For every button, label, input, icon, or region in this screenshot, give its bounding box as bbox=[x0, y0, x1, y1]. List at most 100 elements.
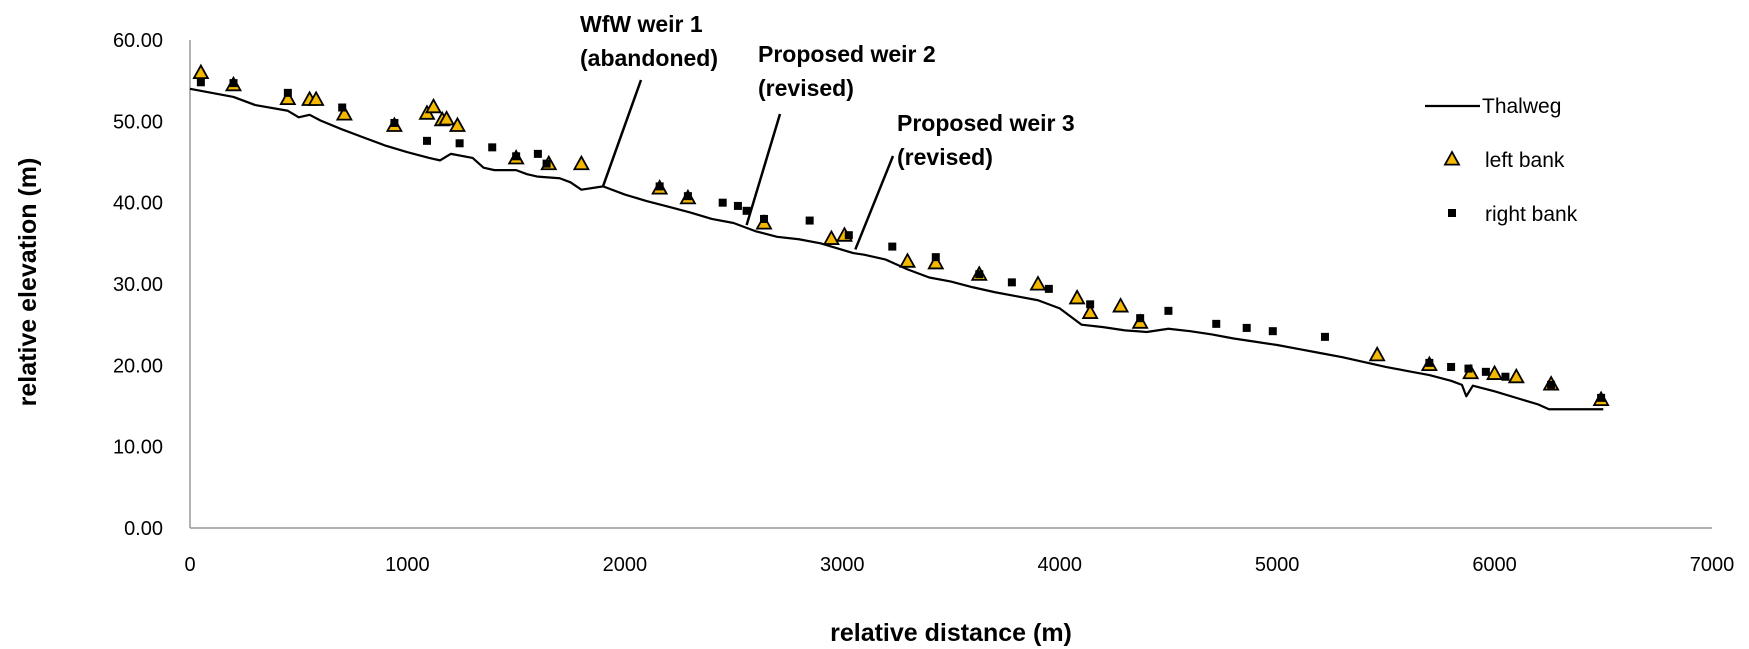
right-bank-point bbox=[1044, 284, 1053, 293]
left-bank-point bbox=[424, 97, 443, 114]
y-tick-label: 50.00 bbox=[113, 111, 163, 133]
thalweg-line bbox=[189, 87, 1604, 411]
legend-item: left bank bbox=[1443, 149, 1565, 172]
y-tick-label: 10.00 bbox=[113, 437, 163, 459]
right-bank-point bbox=[1212, 319, 1221, 328]
right-bank-point bbox=[229, 79, 238, 88]
right-bank-point bbox=[718, 198, 727, 207]
right-bank-point bbox=[422, 136, 431, 145]
annotation-label: (revised) bbox=[897, 144, 993, 170]
annotation-label: WfW weir 1 bbox=[580, 11, 703, 37]
y-tick-label: 0.00 bbox=[124, 518, 163, 540]
x-tick-label: 7000 bbox=[1690, 554, 1735, 576]
y-tick-label: 40.00 bbox=[113, 193, 163, 215]
right-bank-point bbox=[1425, 358, 1434, 367]
left-bank-point bbox=[335, 105, 353, 121]
series-layer bbox=[189, 63, 1610, 411]
x-tick-label: 0 bbox=[184, 554, 195, 576]
right-bank-point bbox=[975, 270, 984, 279]
y-tick-label: 60.00 bbox=[113, 30, 163, 52]
x-axis-title: relative distance (m) bbox=[830, 619, 1072, 647]
right-bank-point bbox=[283, 88, 292, 97]
right-bank-point bbox=[1464, 364, 1473, 373]
left-bank-point bbox=[572, 154, 590, 171]
right-bank-point bbox=[512, 152, 521, 161]
weir-annotation: Proposed weir 3 (revised) bbox=[854, 110, 1075, 250]
annotation-label: (abandoned) bbox=[580, 45, 718, 71]
right-bank-point bbox=[683, 192, 692, 201]
annotation-label: Proposed weir 3 bbox=[897, 110, 1075, 136]
series-thalweg bbox=[189, 87, 1604, 411]
left-bank-point bbox=[898, 252, 917, 268]
right-bank-point bbox=[805, 216, 814, 225]
y-axis-title: relative elevation (m) bbox=[14, 158, 42, 407]
x-tick-label: 1000 bbox=[385, 554, 430, 576]
right-bank-point bbox=[533, 149, 542, 158]
x-tick-label: 6000 bbox=[1472, 554, 1517, 576]
right-bank-point bbox=[888, 242, 897, 251]
x-tick-label: 2000 bbox=[603, 554, 648, 576]
right-bank-point bbox=[390, 118, 399, 127]
right-bank-point bbox=[1268, 327, 1277, 336]
legend-triangle-swatch bbox=[1443, 150, 1461, 166]
right-bank-point bbox=[1481, 367, 1490, 376]
right-bank-point bbox=[733, 201, 742, 210]
left-bank-point bbox=[1068, 288, 1086, 305]
right-bank-point bbox=[196, 78, 205, 87]
left-bank-point bbox=[192, 63, 210, 80]
right-bank-point bbox=[1164, 306, 1173, 315]
x-tick-labels: 0 1000 2000 3000 4000 5000 6000 7000 bbox=[184, 554, 1734, 576]
annotation-leader-line bbox=[854, 155, 895, 250]
x-tick-label: 5000 bbox=[1255, 554, 1300, 576]
axes bbox=[189, 40, 1712, 529]
right-bank-point bbox=[1136, 314, 1145, 323]
left-bank-point bbox=[927, 254, 945, 270]
left-bank-point bbox=[1081, 303, 1099, 319]
right-bank-point bbox=[760, 214, 769, 223]
right-bank-point bbox=[931, 253, 940, 262]
y-tick-label: 30.00 bbox=[113, 274, 163, 296]
legend-label: right bank bbox=[1485, 203, 1578, 226]
right-bank-point bbox=[844, 231, 853, 240]
right-bank-point bbox=[742, 206, 751, 215]
weir-annotation: Proposed weir 2 (revised) bbox=[745, 41, 936, 226]
left-bank-point bbox=[1486, 364, 1504, 380]
legend-label: left bank bbox=[1485, 149, 1565, 172]
left-bank-point bbox=[1029, 275, 1047, 291]
x-tick-label: 4000 bbox=[1037, 554, 1082, 576]
left-bank-point bbox=[1507, 367, 1525, 384]
x-tick-label: 3000 bbox=[820, 554, 865, 576]
annotations: WfW weir 1 (abandoned) Proposed weir 2 (rev… bbox=[580, 11, 1075, 250]
annotation-leader-line bbox=[745, 113, 782, 226]
left-bank-point bbox=[307, 90, 325, 106]
right-bank-point bbox=[1447, 362, 1456, 371]
left-bank-point bbox=[1112, 297, 1130, 313]
weir-annotation: WfW weir 1 (abandoned) bbox=[580, 11, 718, 187]
right-bank-point bbox=[1501, 372, 1510, 381]
y-tick-labels: 0.00 10.00 20.00 30.00 40.00 50.00 60.00 bbox=[113, 30, 163, 540]
legend: Thalweg left bank right bank bbox=[1425, 95, 1578, 226]
right-bank-point bbox=[1007, 278, 1016, 287]
legend-item: right bank bbox=[1448, 203, 1578, 226]
annotation-label: (revised) bbox=[758, 75, 854, 101]
right-bank-point bbox=[1597, 393, 1606, 402]
series-right-bank bbox=[196, 78, 1606, 402]
right-bank-point bbox=[542, 159, 551, 168]
right-bank-point bbox=[1547, 380, 1556, 389]
right-bank-point bbox=[655, 182, 664, 191]
legend-square-swatch bbox=[1448, 209, 1456, 217]
left-bank-point bbox=[279, 89, 297, 106]
legend-item: Thalweg bbox=[1425, 95, 1561, 118]
right-bank-point bbox=[338, 103, 347, 112]
right-bank-point bbox=[1320, 332, 1329, 341]
right-bank-point bbox=[1086, 300, 1095, 309]
left-bank-point bbox=[438, 110, 456, 126]
legend-label: Thalweg bbox=[1482, 95, 1561, 118]
left-bank-point bbox=[448, 116, 466, 132]
right-bank-point bbox=[1242, 323, 1251, 332]
y-tick-label: 20.00 bbox=[113, 355, 163, 377]
left-bank-point bbox=[822, 229, 840, 245]
right-bank-point bbox=[455, 139, 464, 148]
left-bank-point bbox=[1368, 345, 1386, 362]
